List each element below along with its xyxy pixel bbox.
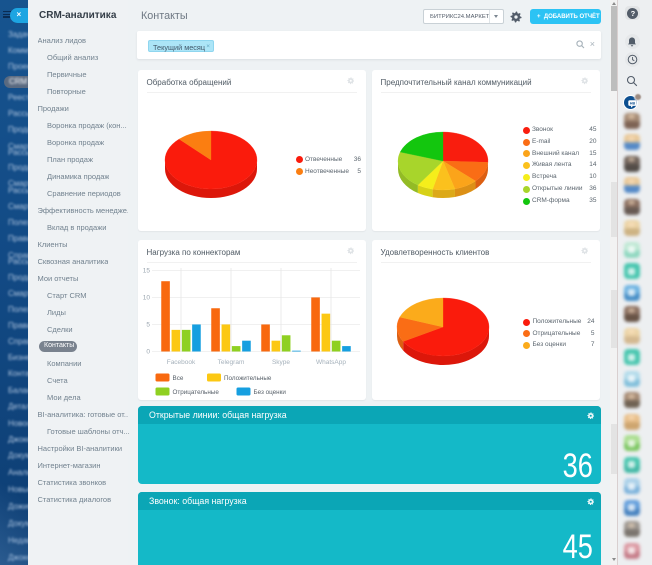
svg-text:Положительные: Положительные (224, 375, 272, 382)
svg-text:Без оценки: Без оценки (254, 389, 287, 396)
svg-text:Все: Все (173, 375, 184, 382)
svg-text:Telegram: Telegram (218, 359, 245, 366)
svg-text:5: 5 (146, 322, 150, 329)
svg-text:Skype: Skype (272, 359, 290, 366)
svg-text:HB: HB (629, 101, 635, 105)
svg-text:10: 10 (143, 295, 151, 302)
svg-text:WhatsApp: WhatsApp (316, 359, 346, 366)
svg-text:Отрицательные: Отрицательные (173, 389, 220, 396)
svg-text:0: 0 (146, 349, 150, 356)
svg-text:15: 15 (143, 268, 151, 275)
svg-text:Facebook: Facebook (167, 359, 196, 366)
